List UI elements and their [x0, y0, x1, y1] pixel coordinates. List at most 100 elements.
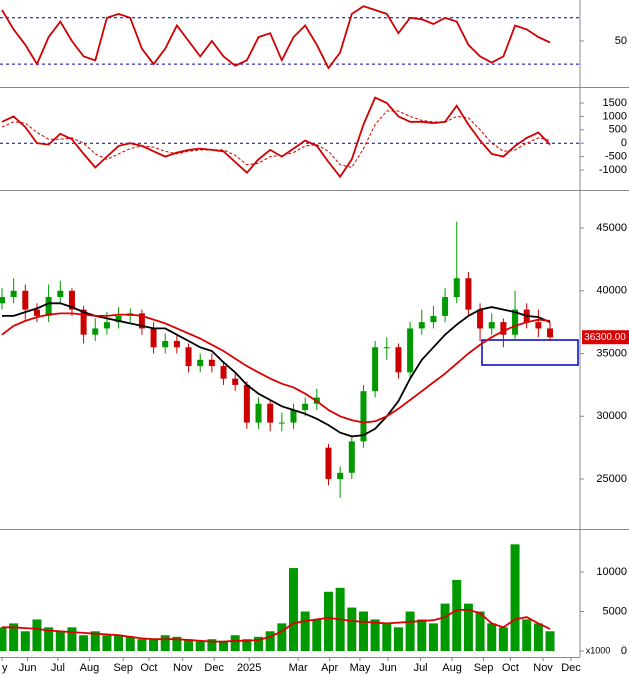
candle-body — [57, 290, 64, 298]
volume-bar — [137, 639, 147, 652]
volume-bar — [55, 631, 65, 652]
volume-bar — [347, 607, 357, 652]
x-tick-label: Jun — [19, 662, 37, 674]
x-tick-label: Jun — [379, 662, 397, 674]
volume-bar — [312, 619, 322, 652]
y-tick-label: 30000 — [596, 410, 627, 422]
volume-bar — [370, 619, 380, 652]
volume-bar — [125, 636, 135, 652]
volume-bar — [207, 639, 217, 652]
candle-body — [290, 410, 297, 423]
candle-body — [197, 359, 204, 367]
candle-body — [92, 328, 99, 335]
candle-body — [0, 297, 5, 304]
y-tick-label: -500 — [605, 151, 627, 163]
candle-body — [383, 347, 390, 349]
line — [1, 96, 551, 179]
x-tick-label: y — [2, 662, 8, 674]
candle-body — [232, 378, 239, 385]
highlight-box — [481, 339, 579, 366]
y-tick-label: 45000 — [596, 222, 627, 234]
volume-bar — [67, 627, 77, 652]
volume-bar — [405, 611, 415, 652]
volume-bar — [9, 623, 19, 652]
x-tick-label: Aug — [442, 662, 462, 674]
candle-body — [453, 278, 460, 298]
volume-bar — [184, 639, 194, 652]
candle-body — [138, 313, 145, 329]
candle-body — [45, 297, 52, 316]
candle-body — [173, 340, 180, 348]
volume-bar — [463, 603, 473, 652]
candle-body — [68, 290, 75, 310]
candle-body — [430, 315, 437, 323]
candle-body — [80, 309, 87, 335]
volume-bar — [90, 631, 100, 652]
candle-body — [407, 328, 414, 373]
line — [1, 5, 551, 70]
volume-bar — [254, 636, 264, 652]
volume-bar — [0, 627, 7, 652]
candle-body — [337, 472, 344, 480]
y-tick-label: 40000 — [596, 285, 627, 297]
candle-body — [220, 366, 227, 379]
volume-bar — [452, 579, 462, 652]
line — [1, 110, 551, 168]
candle-body — [278, 422, 285, 424]
candle-body — [325, 447, 332, 480]
candle-body — [115, 315, 122, 323]
candle-body — [477, 309, 484, 329]
candle-body — [302, 403, 309, 411]
line — [2, 609, 551, 643]
volume-bar — [102, 635, 112, 652]
candle-body — [103, 322, 110, 329]
volume-bar — [79, 635, 89, 652]
y-tick-label: 10000 — [596, 566, 627, 578]
y-tick-label: 0 — [621, 645, 627, 657]
last-price-label: 36300.00 — [584, 332, 626, 343]
candle-body — [255, 403, 262, 423]
x-tick-label: Apr — [321, 662, 338, 674]
volume-bar — [195, 641, 205, 652]
candle-body — [150, 328, 157, 348]
volume-bar — [44, 627, 54, 652]
volume-bar — [358, 611, 368, 652]
candle-body — [488, 322, 495, 329]
volume-bar — [475, 611, 485, 652]
y-tick-label: 35000 — [596, 347, 627, 359]
volume-bar — [160, 635, 170, 652]
volume-bar — [172, 636, 182, 652]
volume-bar — [428, 623, 438, 652]
line — [1, 312, 551, 424]
volume-bar — [300, 611, 310, 652]
y-tick-label: 1000 — [603, 110, 627, 122]
volume-bar — [382, 623, 392, 652]
x-tick-label: Jul — [414, 662, 428, 674]
candle-body — [208, 359, 215, 367]
y-tick-label: -1000 — [599, 164, 627, 176]
candle-body — [418, 322, 425, 329]
x-tick-label: Sep — [113, 662, 133, 674]
y-tick-label: 0 — [621, 137, 627, 149]
candle-body — [360, 391, 367, 442]
unit-label: x1000 — [586, 645, 611, 655]
x-tick-label: Jul — [51, 662, 65, 674]
y-tick-label: 5000 — [603, 605, 627, 617]
volume-bar — [510, 544, 520, 652]
volume-bar — [288, 568, 298, 652]
x-tick-label: Mar — [289, 662, 308, 674]
candle-body — [185, 347, 192, 367]
x-tick-label: Oct — [140, 662, 157, 674]
last-price-box — [582, 330, 629, 345]
x-tick-label: Oct — [502, 662, 519, 674]
volume-bar — [545, 631, 555, 652]
volume-bar — [487, 623, 497, 652]
volume-bar — [417, 619, 427, 652]
x-tick-label: 2025 — [237, 662, 261, 674]
volume-bar — [20, 631, 30, 652]
volume-bar — [498, 627, 508, 652]
candle-body — [500, 322, 507, 335]
x-tick-label: Dec — [204, 662, 224, 674]
